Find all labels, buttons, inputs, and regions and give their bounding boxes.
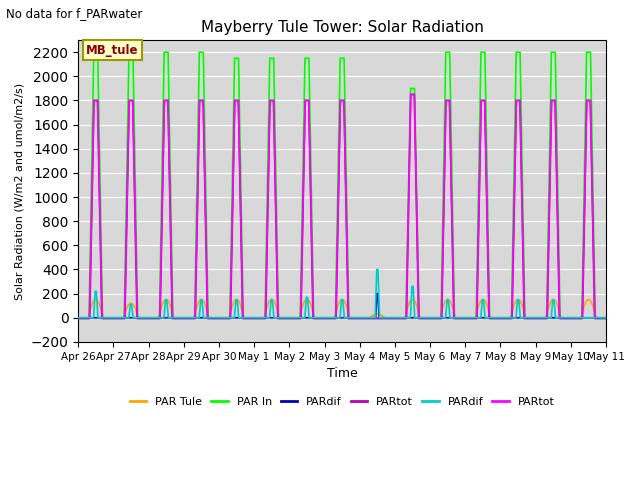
Line: PARdif: PARdif [78,294,606,318]
PARtot [182,315,189,321]
Text: No data for f_PARwater: No data for f_PARwater [6,7,143,20]
PAR In [602,315,610,321]
PAR In [490,315,498,321]
PARtot [490,315,498,321]
PARtot [415,314,422,320]
PARtot [188,315,195,321]
PAR Tule [600,315,608,321]
PAR Tule [74,315,82,321]
Line: PARdif: PARdif [78,269,606,318]
PARtot [602,315,610,321]
PARdif [373,266,381,272]
PARtot [415,315,422,321]
Line: PAR Tule: PAR Tule [78,300,606,318]
PAR Tule [490,315,498,321]
PARdif [272,315,280,321]
Text: MB_tule: MB_tule [86,44,139,57]
PAR In [188,315,195,321]
Y-axis label: Solar Radiation (W/m2 and umol/m2/s): Solar Radiation (W/m2 and umol/m2/s) [15,83,25,300]
PARtot [182,315,189,321]
PARdif [600,315,608,321]
PARdif [188,315,195,321]
PAR In [600,315,608,321]
PARtot [407,92,415,97]
Line: PARtot: PARtot [78,95,606,318]
PARdif [490,315,498,321]
PAR Tule [188,315,195,321]
PARtot [407,92,415,97]
PARtot [272,203,280,209]
Legend: PAR Tule, PAR In, PARdif, PARtot, PARdif, PARtot: PAR Tule, PAR In, PARdif, PARtot, PARdif… [125,393,559,412]
PARtot [600,315,608,321]
PARdif [373,291,381,297]
PARtot [74,315,82,321]
Line: PARtot: PARtot [78,95,606,318]
PARdif [490,315,498,321]
Title: Mayberry Tule Tower: Solar Radiation: Mayberry Tule Tower: Solar Radiation [201,20,484,35]
PAR Tule [182,315,189,321]
PARdif [182,315,189,321]
PAR In [90,49,98,55]
X-axis label: Time: Time [327,367,358,380]
Line: PAR In: PAR In [78,52,606,318]
PARtot [600,315,608,321]
PAR Tule [272,302,280,308]
PARdif [602,315,610,321]
PARdif [272,315,280,321]
PARdif [74,315,82,321]
PARtot [272,215,280,221]
PARtot [602,315,610,321]
PARdif [415,315,422,321]
PAR In [272,173,280,179]
PAR Tule [92,297,100,302]
PARdif [415,315,422,321]
PAR In [182,315,189,321]
PARdif [74,315,82,321]
PAR In [74,315,82,321]
PAR Tule [602,315,610,321]
PARdif [602,315,610,321]
PARdif [600,315,608,321]
PARtot [188,315,195,321]
PAR In [415,297,422,302]
PARdif [182,315,189,321]
PARdif [188,315,195,321]
PAR Tule [415,310,422,316]
PARtot [74,315,82,321]
PARtot [490,315,498,321]
